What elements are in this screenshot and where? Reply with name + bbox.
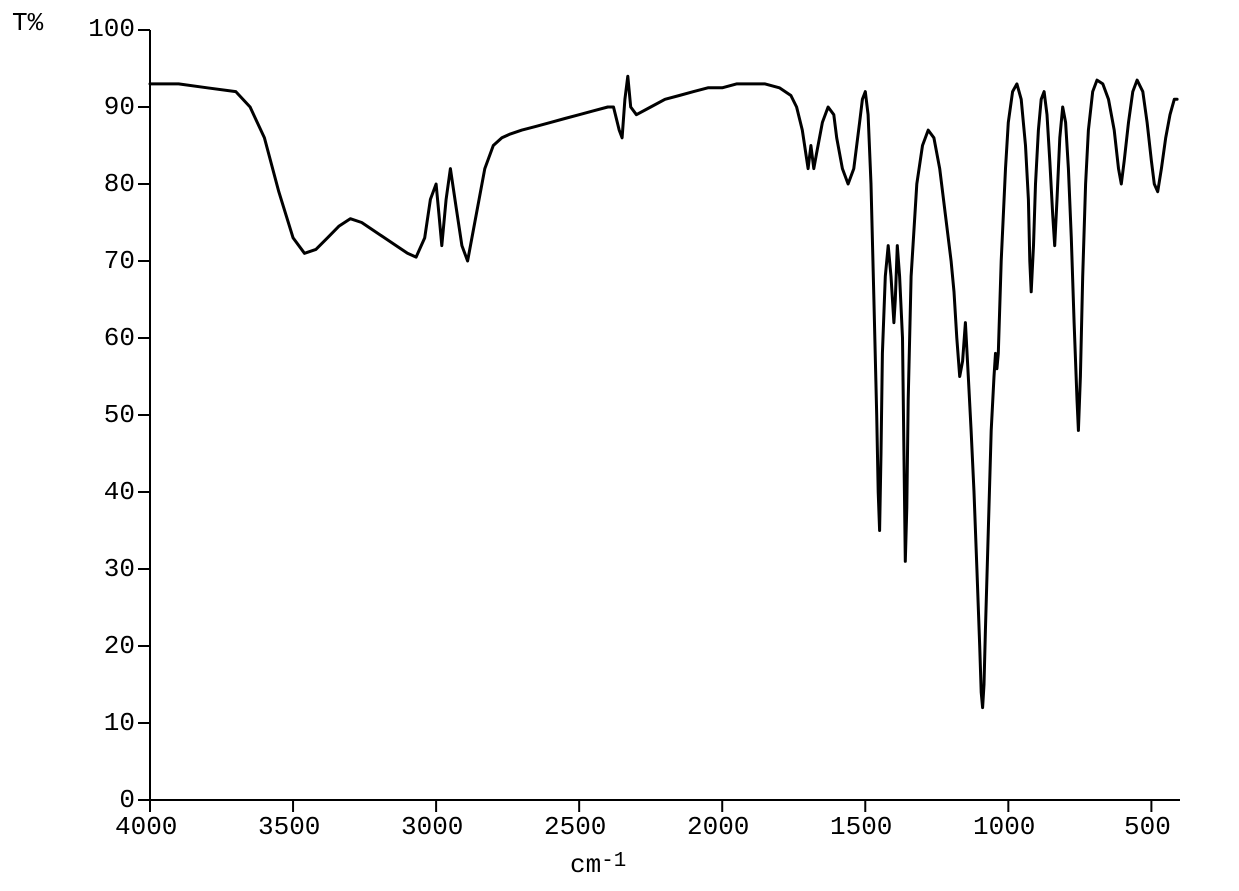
ytick-label: 80 bbox=[80, 169, 135, 199]
xtick-label: 2500 bbox=[544, 812, 606, 842]
ytick-label: 10 bbox=[80, 708, 135, 738]
ytick-label: 60 bbox=[80, 323, 135, 353]
xtick-label: 1000 bbox=[973, 812, 1035, 842]
ytick-label: 100 bbox=[65, 14, 135, 44]
xtick-label: 1500 bbox=[830, 812, 892, 842]
y-axis-label: T% bbox=[12, 8, 43, 38]
xtick-label: 3000 bbox=[401, 812, 463, 842]
ytick-label: 90 bbox=[80, 92, 135, 122]
x-axis-label: cm-1 bbox=[570, 850, 626, 880]
xtick-label: 2000 bbox=[687, 812, 749, 842]
xtick-label: 3500 bbox=[258, 812, 320, 842]
ytick-label: 0 bbox=[95, 785, 135, 815]
ytick-label: 30 bbox=[80, 554, 135, 584]
x-axis-label-text: cm-1 bbox=[570, 850, 626, 880]
ytick-label: 20 bbox=[80, 631, 135, 661]
chart-canvas bbox=[0, 0, 1239, 891]
xtick-label: 500 bbox=[1124, 812, 1171, 842]
xtick-label: 4000 bbox=[115, 812, 177, 842]
ir-spectrum-chart: T% 100 90 80 70 60 50 40 30 20 10 0 4000… bbox=[0, 0, 1239, 891]
ytick-label: 50 bbox=[80, 400, 135, 430]
ytick-label: 40 bbox=[80, 477, 135, 507]
ytick-label: 70 bbox=[80, 246, 135, 276]
